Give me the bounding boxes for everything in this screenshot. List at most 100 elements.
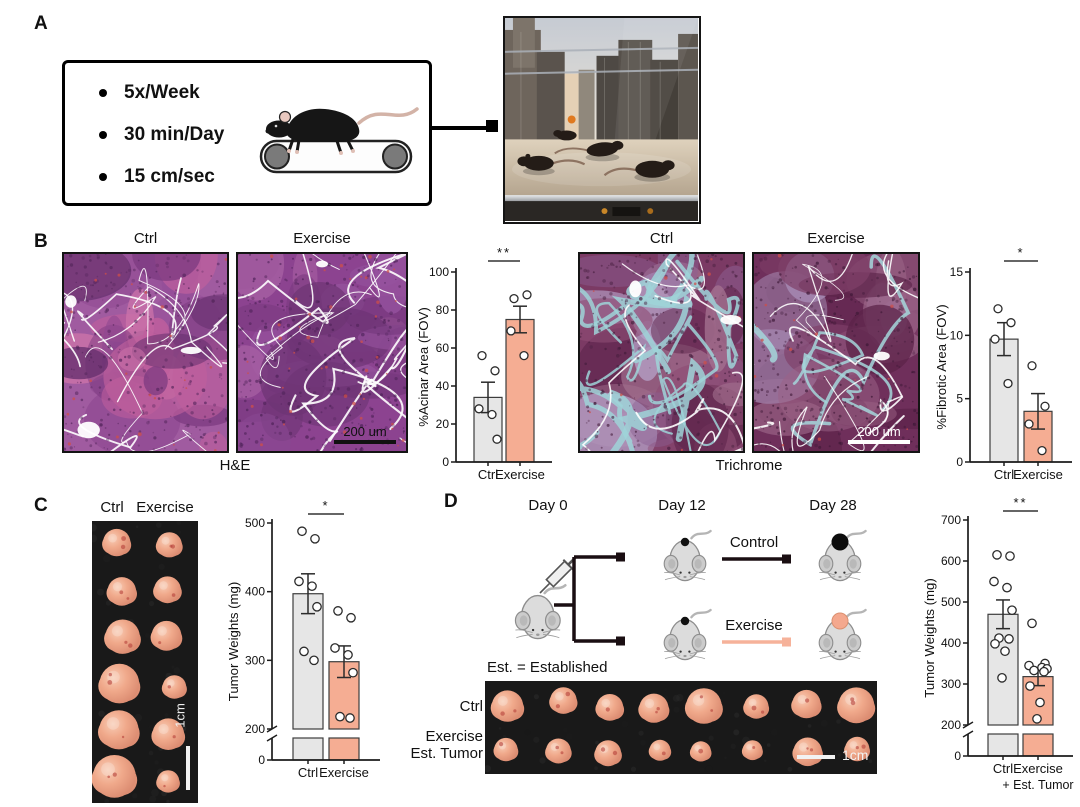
svg-text:700: 700 xyxy=(941,513,961,527)
data-point xyxy=(1027,618,1037,629)
data-point xyxy=(993,304,1003,314)
data-point xyxy=(309,655,319,666)
scale-bar-1cm-text-c: 1cm xyxy=(172,703,188,728)
svg-text:Exercise: Exercise xyxy=(1013,761,1063,776)
svg-text:+ Est. Tumor: + Est. Tumor xyxy=(1002,778,1073,792)
hne-exercise-micrograph xyxy=(236,252,408,453)
excised-tumors-photo-d xyxy=(485,681,877,774)
panel-d-label: D xyxy=(444,491,458,512)
data-point xyxy=(1003,378,1013,389)
significance-marker: * xyxy=(1017,245,1024,260)
treadmill-photo-art xyxy=(505,18,698,221)
tumor-photo-exercise-label: Exercise xyxy=(136,499,194,516)
y-axis-label: %Fibrotic Area (FOV) xyxy=(934,304,949,429)
data-point xyxy=(1029,665,1039,676)
panel-b-label: B xyxy=(34,231,48,252)
significance-marker: * xyxy=(322,498,329,513)
connector-square xyxy=(486,120,498,132)
svg-text:400: 400 xyxy=(245,585,265,599)
tumor-photo-ctrl-label: Ctrl xyxy=(100,499,124,516)
data-point xyxy=(307,581,317,592)
exercise-protocol-box: 5x/Week 30 min/Day 15 cm/sec xyxy=(62,60,432,206)
hne-exercise-label: Exercise xyxy=(293,230,351,247)
data-point xyxy=(1039,666,1049,677)
hne-scale-bar-text: 200 um xyxy=(343,424,387,439)
photo-row-label-line2: Est. Tumor xyxy=(410,745,483,762)
svg-text:500: 500 xyxy=(941,595,961,609)
svg-text:Ctrl: Ctrl xyxy=(298,765,318,780)
control-arrow-square xyxy=(782,554,791,564)
protocol-list: 5x/Week 30 min/Day 15 cm/sec xyxy=(65,78,429,191)
data-point xyxy=(333,606,343,616)
hne-ctrl-label: Ctrl xyxy=(133,230,158,247)
significance-marker: ** xyxy=(1013,495,1027,510)
data-point xyxy=(1025,681,1035,691)
svg-text:Exercise: Exercise xyxy=(319,765,369,780)
svg-text:40: 40 xyxy=(436,379,450,393)
data-point xyxy=(310,533,320,544)
photo-row-label-line1: Exercise xyxy=(425,728,483,745)
svg-text:60: 60 xyxy=(436,341,450,355)
exercise-arrow-square xyxy=(782,637,791,647)
control-arm-label: Control xyxy=(730,534,778,551)
exercise-arm-label: Exercise xyxy=(725,617,783,634)
svg-text:15: 15 xyxy=(950,265,964,279)
data-point xyxy=(490,366,500,376)
small-tumor-dot xyxy=(680,537,690,547)
hne-caption: H&E xyxy=(219,457,251,474)
data-point xyxy=(474,404,484,414)
panel-a-label: A xyxy=(34,13,48,34)
data-point xyxy=(992,549,1002,560)
data-point xyxy=(990,638,1000,649)
trichrome-ctrl-micrograph xyxy=(578,252,745,453)
data-point xyxy=(348,667,358,678)
data-point xyxy=(487,409,497,420)
panel-c-label: C xyxy=(34,495,48,516)
large-salmon-tumor-dot xyxy=(831,612,849,630)
data-point xyxy=(522,290,532,300)
svg-text:400: 400 xyxy=(941,636,961,650)
data-point xyxy=(345,713,355,723)
connector-line xyxy=(430,126,490,130)
svg-text:200: 200 xyxy=(941,718,961,732)
svg-text:Ctrl: Ctrl xyxy=(994,467,1014,482)
svg-text:Exercise: Exercise xyxy=(495,467,545,482)
svg-text:600: 600 xyxy=(941,554,961,568)
timepoint-day0-label: Day 0 xyxy=(528,497,568,514)
bullet-icon xyxy=(99,172,107,181)
svg-text:Exercise: Exercise xyxy=(1013,467,1063,482)
small-tumor-dot xyxy=(680,616,690,626)
data-point xyxy=(346,612,356,623)
scale-bar-1cm-line-c xyxy=(186,746,190,790)
data-point xyxy=(330,643,340,653)
svg-text:80: 80 xyxy=(436,303,450,317)
trichrome-scale-bar-text: 200 um xyxy=(857,424,901,439)
svg-text:100: 100 xyxy=(429,265,449,279)
scale-bar-1cm-text-d: 1cm xyxy=(842,747,869,763)
bullet-icon xyxy=(99,88,107,97)
large-black-tumor-dot xyxy=(831,533,849,551)
data-point xyxy=(1004,634,1014,644)
data-point xyxy=(294,576,304,587)
svg-text:300: 300 xyxy=(941,677,961,691)
data-point xyxy=(1007,605,1017,616)
data-point xyxy=(1024,419,1034,429)
data-point xyxy=(1032,714,1042,724)
running-mice-icon xyxy=(517,129,675,182)
y-axis-label: Tumor Weights (mg) xyxy=(226,582,241,701)
protocol-item: 5x/Week xyxy=(99,78,429,107)
data-point xyxy=(1006,318,1016,328)
branch-square-bottom xyxy=(616,636,625,646)
acinar-area-chart: 0 20 40 60 80 100 Ctrl Exercise ** %Acinar Area (… xyxy=(416,244,556,484)
svg-text:0: 0 xyxy=(954,749,961,763)
trichrome-exercise-micrograph xyxy=(752,252,920,453)
svg-text:Ctrl: Ctrl xyxy=(478,467,498,482)
significance-marker: ** xyxy=(497,245,511,260)
trichrome-exercise-label: Exercise xyxy=(807,230,865,247)
data-point xyxy=(990,334,1000,344)
y-axis-label: Tumor Weights (mg) xyxy=(922,578,937,697)
photo-row-label-exercise: Exercise Est. Tumor xyxy=(395,728,483,762)
timepoint-day28-label: Day 28 xyxy=(809,497,857,514)
treadmill-photo xyxy=(503,16,701,224)
svg-text:Ctrl: Ctrl xyxy=(993,761,1013,776)
